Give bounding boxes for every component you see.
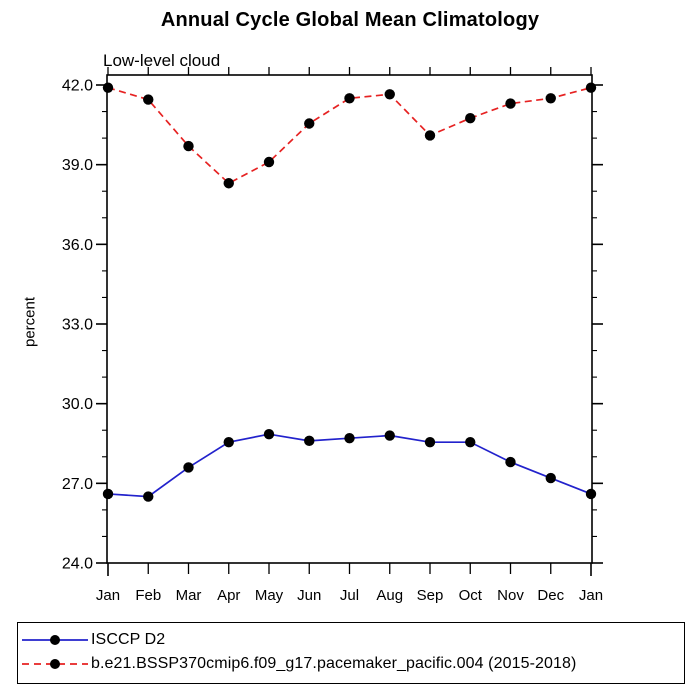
data-point [384, 430, 395, 441]
x-tick-label: Aug [376, 587, 403, 604]
chart-subtitle: Low-level cloud [103, 51, 221, 70]
x-tick-label: Dec [537, 587, 564, 604]
y-tick-label: 42.0 [62, 78, 93, 95]
data-point [505, 98, 516, 109]
data-point [102, 488, 114, 500]
x-tick-label: Mar [176, 587, 202, 604]
plot-frame [106, 74, 593, 564]
x-tick-label: Sep [417, 587, 444, 604]
data-point [183, 462, 194, 473]
y-tick-label: 36.0 [62, 237, 93, 254]
data-point [465, 112, 476, 124]
data-point [102, 82, 114, 93]
data-point [344, 432, 355, 444]
legend-item: b.e21.BSSP370cmip6.f09_g17.pacemaker_pac… [21, 652, 684, 676]
x-tick-label: Apr [217, 587, 240, 604]
data-point [545, 472, 556, 484]
y-tick-label: 33.0 [62, 317, 93, 334]
data-point [183, 140, 194, 152]
plot-area: 24.0 27.0 30.0 33.0 36.0 39.0 42.0 Jan Feb Mar Apr… [62, 67, 603, 604]
chart-title: Annual Cycle Global Mean Climatology [160, 9, 540, 31]
data-point [263, 156, 275, 168]
x-tick-label: Jan [96, 587, 120, 604]
x-tick-label: Jun [297, 587, 321, 604]
data-point [585, 82, 597, 93]
data-point [344, 93, 355, 104]
data-point [223, 178, 234, 189]
data-point [505, 456, 516, 468]
data-point [263, 429, 275, 440]
data-point [424, 436, 436, 448]
y-tick-label: 27.0 [62, 476, 93, 493]
marker-dot-icon [50, 635, 60, 645]
data-point [384, 89, 395, 100]
y-tick-label: 30.0 [62, 396, 93, 413]
data-point [223, 436, 234, 448]
legend-label: b.e21.BSSP370cmip6.f09_g17.pacemaker_pac… [91, 655, 577, 672]
data-point [143, 94, 154, 105]
marker-dot-icon [50, 659, 60, 669]
data-point [304, 118, 315, 129]
data-point [143, 491, 154, 502]
x-tick-label: Jan [579, 587, 603, 604]
x-tick-label: Feb [135, 587, 161, 604]
legend-label: ISCCP D2 [91, 631, 166, 648]
data-point [465, 436, 476, 448]
series-line-0 [107, 433, 592, 498]
y-tick-label: 24.0 [62, 556, 93, 573]
data-point [424, 130, 436, 141]
legend-line-sample-solid [22, 635, 88, 645]
x-tick-label: Nov [497, 587, 524, 604]
legend-item: ISCCP D2 [21, 628, 684, 652]
x-tick-label: Jul [340, 587, 359, 604]
x-tick-label: May [255, 587, 284, 604]
legend-box: ISCCP D2 b.e21.BSSP370cmip6.f09_g17.pace… [17, 622, 685, 684]
data-point [304, 435, 315, 447]
legend-line-sample-dashed [22, 659, 88, 669]
x-tick-label: Oct [459, 587, 483, 604]
data-point [545, 93, 556, 104]
y-tick-label: 39.0 [62, 157, 93, 174]
data-point [585, 488, 597, 500]
